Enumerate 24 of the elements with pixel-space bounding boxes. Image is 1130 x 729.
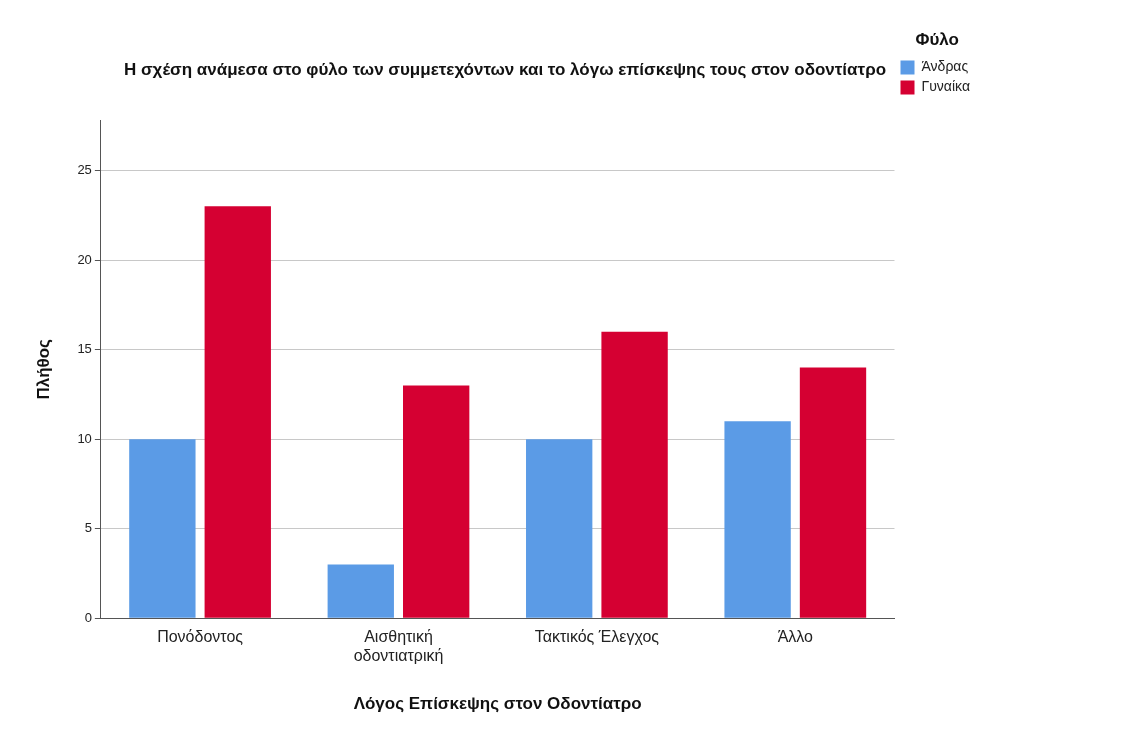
y-axis-title: Πλήθος (33, 338, 53, 400)
bar (129, 439, 196, 618)
y-tick-label: 5 (84, 520, 92, 536)
bar (403, 385, 470, 618)
legend-label: Άνδρας (921, 58, 969, 75)
x-axis-title: Λόγος Επίσκεψης στον Οδοντίατρο (353, 694, 642, 714)
y-tick-label: 10 (77, 430, 92, 446)
bar (526, 439, 593, 618)
x-tick-label: Τακτικός Έλεγχος (534, 628, 660, 646)
x-tick-label: Άλλο (777, 628, 814, 646)
y-tick-label: 25 (77, 162, 92, 178)
chart-title: Η σχέση ανάμεσα στο φύλο των συμμετεχόντων και το λόγω επίσκεψης τους στον οδοντίατρο (123, 59, 887, 79)
y-tick-label: 20 (77, 251, 92, 267)
y-tick-label: 0 (84, 609, 92, 625)
bar (327, 564, 394, 618)
bar (601, 331, 668, 618)
bar (799, 367, 867, 618)
legend-label: Γυναίκα (921, 78, 971, 95)
bar (724, 421, 791, 618)
bar (204, 206, 271, 618)
legend-title: Φύλο (915, 30, 959, 50)
x-tick-label: Αισθητική οδοντιατρική (353, 628, 444, 665)
x-tick-label: Πονόδοντος (157, 628, 244, 646)
y-tick-label: 15 (77, 341, 92, 357)
